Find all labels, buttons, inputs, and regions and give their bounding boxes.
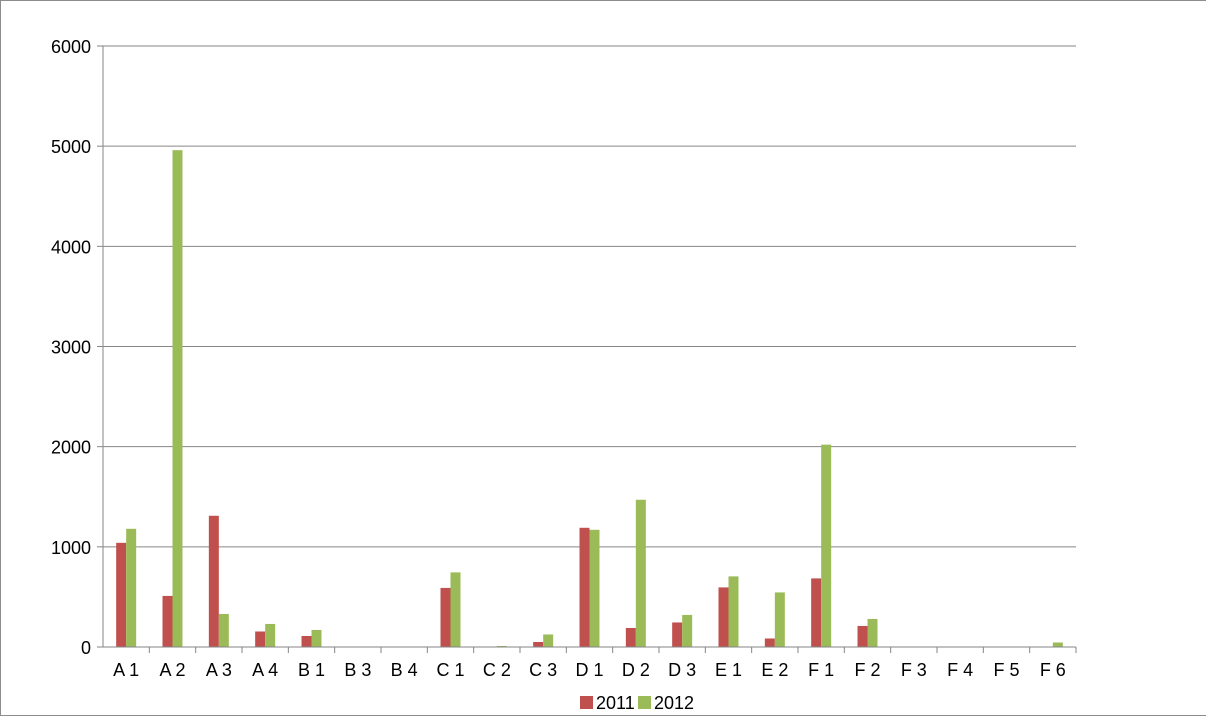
bar-2011-e1: [718, 587, 729, 647]
x-tick-label: B 1: [298, 660, 325, 680]
axes: [102, 46, 1076, 648]
gridlines: [103, 45, 1076, 548]
bar-2012-e2: [774, 592, 785, 647]
x-tick-label: F 4: [947, 660, 973, 680]
bar-2011-c3: [533, 641, 544, 647]
x-tick-label: C 3: [529, 660, 557, 680]
y-tick-label: 3000: [51, 338, 91, 358]
bars: [116, 150, 1063, 647]
y-axis-ticks: 0 1000 2000 3000 4000 5000 6000: [51, 37, 103, 658]
bar-2012-a3: [218, 613, 229, 647]
y-tick-label: 2000: [51, 438, 91, 458]
bar-2011-b1: [301, 635, 312, 647]
y-tick-label: 1000: [51, 538, 91, 558]
bar-2012-f2: [867, 618, 878, 647]
x-tick-label: F 1: [808, 660, 834, 680]
y-tick-label: 0: [81, 638, 91, 658]
x-tick-label: A 3: [206, 660, 232, 680]
y-tick-label: 6000: [51, 37, 91, 57]
bar-2012-d1: [589, 529, 600, 647]
x-tick-label: F 3: [901, 660, 927, 680]
bar-2011-a4: [255, 631, 266, 647]
x-tick-label: E 1: [715, 660, 742, 680]
bar-2012-a4: [265, 623, 276, 647]
bar-2011-d3: [672, 622, 683, 647]
x-tick-label: B 4: [391, 660, 418, 680]
legend-swatch-2012: [638, 696, 651, 709]
legend-swatch-2011: [580, 696, 593, 709]
x-tick-label: B 3: [344, 660, 371, 680]
bar-2011-f2: [857, 625, 868, 647]
x-tick-label: D 1: [575, 660, 603, 680]
bar-2012-c1: [450, 572, 461, 647]
bar-2012-c3: [543, 634, 554, 647]
bar-2012-a1: [126, 528, 137, 647]
x-tick-label: E 2: [761, 660, 788, 680]
x-axis-ticks: A 1 A 2 A 3 A 4 B 1 B 3 B 4 C 1 C 2 C 3 D 1 D 2 D 3 E…: [113, 647, 1077, 680]
bar-2011-a1: [116, 542, 127, 647]
x-tick-label: C 2: [483, 660, 511, 680]
bar-2011-a2: [162, 595, 173, 647]
bar-2012-d2: [635, 499, 646, 647]
bar-2012-f1: [821, 444, 832, 647]
bar-2011-e2: [764, 638, 775, 647]
bar-2012-a2: [172, 150, 183, 647]
legend: 2011 2012: [580, 693, 694, 713]
y-tick-label: 4000: [51, 237, 91, 257]
x-tick-label: F 2: [854, 660, 880, 680]
bar-2011-d2: [625, 627, 636, 647]
x-tick-label: C 1: [436, 660, 464, 680]
bar-2011-c1: [440, 587, 451, 647]
x-tick-label: F 5: [993, 660, 1019, 680]
bar-2012-d3: [682, 614, 693, 647]
bar-2012-b1: [311, 629, 322, 647]
bar-2012-f6: [1052, 642, 1063, 647]
bar-2012-e1: [728, 576, 739, 647]
legend-label-2012: 2012: [654, 693, 694, 713]
x-tick-label: F 6: [1040, 660, 1066, 680]
x-tick-label: A 4: [252, 660, 278, 680]
x-tick-label: D 3: [668, 660, 696, 680]
legend-label-2011: 2011: [596, 693, 635, 713]
bar-2011-d1: [579, 527, 590, 647]
x-tick-label: A 1: [113, 660, 139, 680]
y-tick-label: 5000: [51, 137, 91, 157]
x-tick-label: A 2: [159, 660, 185, 680]
bar-2011-f1: [811, 578, 822, 647]
bar-2011-a3: [208, 515, 219, 647]
bar-2012-c2: [496, 645, 507, 647]
x-tick-label: D 2: [622, 660, 650, 680]
